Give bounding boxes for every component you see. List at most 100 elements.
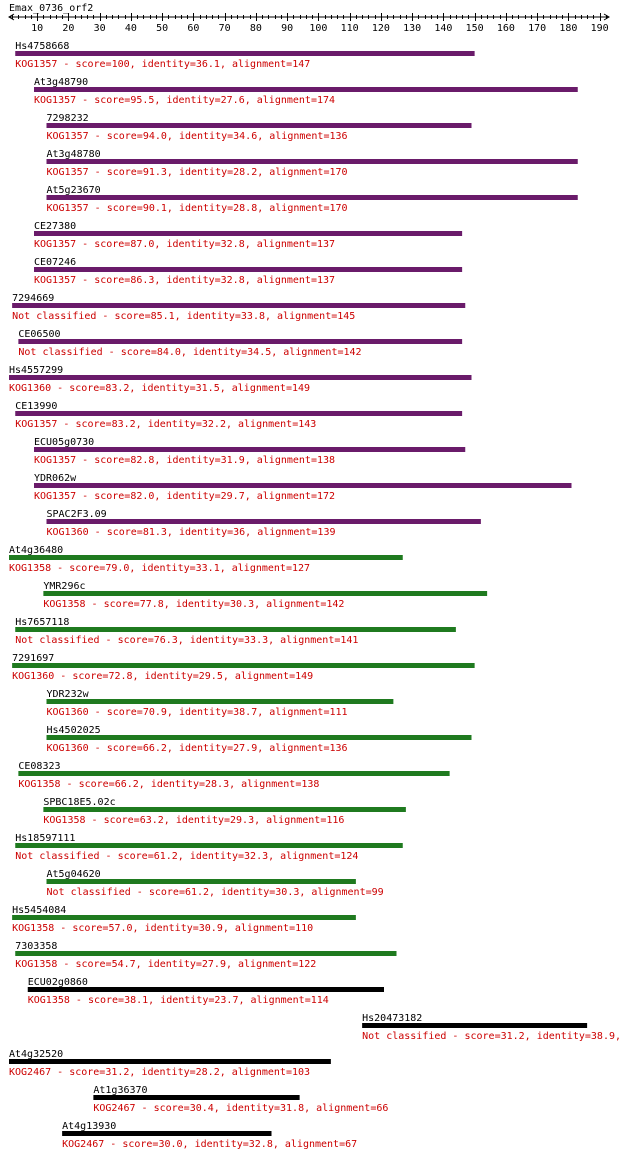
hit-name: ECU02g0860 — [28, 977, 88, 988]
hit-alignment-bar — [43, 807, 406, 812]
hit-name: At3g48790 — [34, 77, 88, 88]
ruler-tick-label: 130 — [403, 23, 421, 34]
hit-description: KOG1358 - score=66.2, identity=28.3, ali… — [18, 779, 319, 790]
hit-description: KOG1357 - score=86.3, identity=32.8, ali… — [34, 275, 335, 286]
hit-alignment-bar — [15, 51, 475, 56]
hit-description: KOG1358 - score=38.1, identity=23.7, ali… — [28, 995, 329, 1006]
position-ruler: 10 20 30 40 50 60 70 80 90 100 110 120 130 140 150 160 1… — [8, 13, 610, 34]
query-name: Emax_0736_orf2 — [9, 3, 93, 14]
hit-name: YDR232w — [47, 689, 90, 700]
hit-row: CE08323 KOG1358 - score=66.2, identity=28… — [18, 761, 450, 790]
ruler-tick-label: 20 — [62, 23, 74, 34]
hit-name: CE06500 — [18, 329, 60, 340]
hit-row: At1g36370 KOG2467 - score=30.4, identity=… — [93, 1085, 388, 1114]
ruler-tick-label: 10 — [31, 23, 43, 34]
hit-row: CE07246 KOG1357 - score=86.3, identity=32… — [34, 257, 463, 286]
hit-row: CE27380 KOG1357 - score=87.0, identity=32… — [34, 221, 463, 250]
hit-description: Not classified - score=76.3, identity=33… — [15, 635, 358, 646]
hit-row: Hs4758668 KOG1357 - score=100, identity=3… — [15, 41, 475, 70]
ruler-tick-label: 120 — [372, 23, 390, 34]
ruler-tick-label: 80 — [250, 23, 262, 34]
hit-alignment-bar — [93, 1095, 300, 1100]
hit-description: KOG1357 - score=87.0, identity=32.8, ali… — [34, 239, 335, 250]
hit-name: 7303358 — [15, 941, 57, 952]
hit-name: Hs4758668 — [15, 41, 69, 52]
hit-alignment-bar — [46, 519, 481, 524]
hit-row: At4g13930 KOG2467 - score=30.0, identity=… — [62, 1121, 357, 1150]
hit-name: At5g04620 — [47, 869, 101, 880]
hit-description: KOG1357 - score=83.2, identity=32.2, ali… — [15, 419, 316, 430]
hit-row: ECU05g0730 KOG1357 - score=82.8, identity… — [34, 437, 466, 466]
hit-row: At5g04620 Not classified - score=61.2, id… — [46, 869, 384, 898]
hit-description: KOG1358 - score=63.2, identity=29.3, ali… — [43, 815, 344, 826]
hit-description: KOG1358 - score=79.0, identity=33.1, ali… — [9, 563, 310, 574]
hit-row: At3g48790 KOG1357 - score=95.5, identity=… — [34, 77, 578, 106]
hit-alignment-bar — [34, 231, 463, 236]
hit-row: Hs20473182 Not classified - score=31.2, i… — [362, 1013, 620, 1042]
hit-description: KOG1360 - score=66.2, identity=27.9, ali… — [47, 743, 348, 754]
hit-name: At1g36370 — [93, 1085, 147, 1096]
hit-name: SPBC18E5.02c — [43, 797, 115, 808]
hit-alignment-bar — [46, 159, 578, 164]
hit-alignment-bar — [46, 123, 472, 128]
hit-description: KOG1360 - score=81.3, identity=36, align… — [47, 527, 336, 538]
hit-alignment-bar — [46, 879, 356, 884]
hit-description: Not classified - score=84.0, identity=34… — [18, 347, 361, 358]
hit-alignment-bar — [9, 375, 472, 380]
hit-alignment-bar — [34, 267, 463, 272]
hit-alignment-bar — [62, 1131, 272, 1136]
hit-alignment-bar — [27, 987, 384, 992]
hit-row: At4g36480 KOG1358 - score=79.0, identity=… — [9, 545, 403, 574]
hit-alignment-bar — [34, 87, 578, 92]
hit-alignment-bar — [12, 303, 466, 308]
hit-name: CE08323 — [18, 761, 60, 772]
ruler-tick-label: 90 — [281, 23, 293, 34]
hit-name: SPAC2F3.09 — [47, 509, 107, 520]
hit-row: Hs4502025 KOG1360 - score=66.2, identity=… — [46, 725, 472, 754]
hit-name: Hs5454084 — [12, 905, 66, 916]
hit-name: Hs7657118 — [15, 617, 69, 628]
hit-description: KOG1357 - score=90.1, identity=28.8, ali… — [47, 203, 348, 214]
hit-name: At3g48780 — [47, 149, 101, 160]
hit-description: KOG1357 - score=82.0, identity=29.7, ali… — [34, 491, 335, 502]
hit-name: 7298232 — [47, 113, 89, 124]
hit-name: Hs20473182 — [362, 1013, 422, 1024]
hit-row: CE13990 KOG1357 - score=83.2, identity=32… — [15, 401, 463, 430]
ruler-tick-label: 140 — [434, 23, 452, 34]
hit-name: ECU05g0730 — [34, 437, 94, 448]
hit-alignment-bar — [18, 339, 463, 344]
hit-row: YDR232w KOG1360 - score=70.9, identity=38… — [46, 689, 394, 718]
hit-row: Hs5454084 KOG1358 - score=57.0, identity=… — [12, 905, 356, 934]
hit-row: CE06500 Not classified - score=84.0, iden… — [18, 329, 463, 358]
hit-description: KOG1357 - score=100, identity=36.1, alig… — [15, 59, 310, 70]
hit-name: At4g36480 — [9, 545, 63, 556]
hit-name: CE13990 — [15, 401, 57, 412]
hit-name: 7291697 — [12, 653, 54, 664]
hit-row: ECU02g0860 KOG1358 - score=38.1, identity… — [27, 977, 384, 1006]
hit-row: YMR296c KOG1358 - score=77.8, identity=30… — [43, 581, 488, 610]
hit-description: KOG2467 - score=30.4, identity=31.8, ali… — [93, 1103, 388, 1114]
hit-name: 7294669 — [12, 293, 54, 304]
hit-alignment-bar — [15, 627, 456, 632]
hit-alignment-bar — [15, 843, 403, 848]
hit-name: YMR296c — [43, 581, 85, 592]
hit-name: CE27380 — [34, 221, 76, 232]
hit-row: At4g32520 KOG2467 - score=31.2, identity=… — [9, 1049, 331, 1078]
hit-list: Hs4758668 KOG1357 - score=100, identity=3… — [9, 41, 620, 1150]
hit-alignment-bar — [46, 735, 472, 740]
hit-alignment-bar — [18, 771, 450, 776]
hit-alignment-bar — [34, 447, 466, 452]
ruler-tick-label: 50 — [156, 23, 168, 34]
hit-row: At3g48780 KOG1357 - score=91.3, identity=… — [46, 149, 578, 178]
hit-alignment-bar — [46, 195, 578, 200]
hit-name: Hs4557299 — [9, 365, 63, 376]
hit-row: 7294669 Not classified - score=85.1, iden… — [12, 293, 466, 322]
ruler-tick-label: 180 — [559, 23, 577, 34]
hit-row: Hs7657118 Not classified - score=76.3, id… — [15, 617, 456, 646]
hit-row: At5g23670 KOG1357 - score=90.1, identity=… — [46, 185, 578, 214]
hit-name: At4g32520 — [9, 1049, 63, 1060]
hit-description: Not classified - score=31.2, identity=38… — [362, 1031, 620, 1042]
hit-row: 7303358 KOG1358 - score=54.7, identity=27… — [15, 941, 397, 970]
hit-alignment-bar — [9, 1059, 331, 1064]
